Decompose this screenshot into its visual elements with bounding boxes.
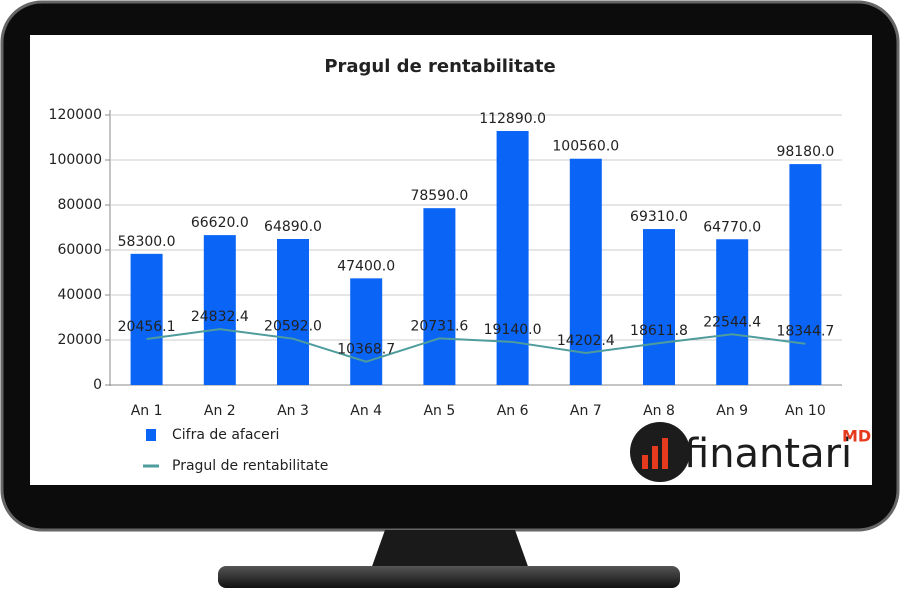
y-tick-label: 120000 xyxy=(49,107,102,123)
bar-value-label: 78590.0 xyxy=(410,188,468,204)
x-tick-label: An 10 xyxy=(785,403,826,419)
chart-title: Pragul de rentabilitate xyxy=(324,56,555,77)
x-tick-label: An 7 xyxy=(570,403,602,419)
y-tick-label: 20000 xyxy=(57,332,102,348)
y-tick-label: 100000 xyxy=(49,152,102,168)
logo-icon xyxy=(662,438,668,469)
bar xyxy=(496,130,529,385)
logo-icon xyxy=(630,422,690,482)
x-tick-label: An 6 xyxy=(497,403,529,419)
x-tick-label: An 5 xyxy=(423,403,455,419)
x-tick-label: An 4 xyxy=(350,403,382,419)
bar-value-label: 66620.0 xyxy=(191,215,249,231)
x-tick-label: An 3 xyxy=(277,403,309,419)
bar-value-label: 100560.0 xyxy=(552,139,619,155)
line-value-label: 18611.8 xyxy=(630,323,688,339)
x-tick-label: An 2 xyxy=(204,403,236,419)
legend-label: Cifra de afaceri xyxy=(172,427,279,443)
bar xyxy=(789,164,822,385)
stand-neck xyxy=(370,530,530,572)
bar-value-label: 98180.0 xyxy=(776,144,834,160)
x-tick-label: An 9 xyxy=(716,403,748,419)
bar xyxy=(569,158,602,385)
logo-icon xyxy=(642,455,648,469)
bar xyxy=(423,208,456,385)
logo-text: finantari xyxy=(684,431,852,477)
bar xyxy=(716,239,749,385)
bar xyxy=(350,278,383,385)
line-value-label: 20456.1 xyxy=(118,319,176,335)
logo: finantari MD xyxy=(630,422,871,482)
line-value-label: 18344.7 xyxy=(776,324,834,340)
legend-swatch xyxy=(146,429,156,441)
bar xyxy=(203,235,236,385)
y-tick-label: 0 xyxy=(93,377,102,393)
bar-value-label: 64770.0 xyxy=(703,219,761,235)
line-value-label: 10368.7 xyxy=(337,342,395,358)
x-tick-label: An 1 xyxy=(131,403,163,419)
line-value-label: 14202.4 xyxy=(557,333,615,349)
line xyxy=(146,328,806,363)
bar xyxy=(130,253,163,385)
bar-value-label: 112890.0 xyxy=(479,111,546,127)
logo-icon xyxy=(652,446,658,469)
bar xyxy=(277,238,309,385)
bar-value-label: 58300.0 xyxy=(118,234,176,250)
bar-value-label: 47400.0 xyxy=(337,258,395,274)
line-value-label: 20592.0 xyxy=(264,319,322,335)
logo-superscript: MD xyxy=(842,427,871,446)
x-tick-label: An 8 xyxy=(643,403,675,419)
bar-value-label: 64890.0 xyxy=(264,219,322,235)
line-value-label: 22544.4 xyxy=(703,314,761,330)
stand-base xyxy=(218,566,680,588)
legend-label: Pragul de rentabilitate xyxy=(172,458,328,474)
bar xyxy=(643,229,675,385)
line-value-label: 24832.4 xyxy=(191,309,249,325)
y-tick-label: 40000 xyxy=(57,287,102,303)
y-tick-label: 60000 xyxy=(57,242,102,258)
line-value-label: 19140.0 xyxy=(484,322,542,338)
line-value-label: 20731.6 xyxy=(410,318,468,334)
bar-value-label: 69310.0 xyxy=(630,209,688,225)
y-tick-label: 80000 xyxy=(57,197,102,213)
